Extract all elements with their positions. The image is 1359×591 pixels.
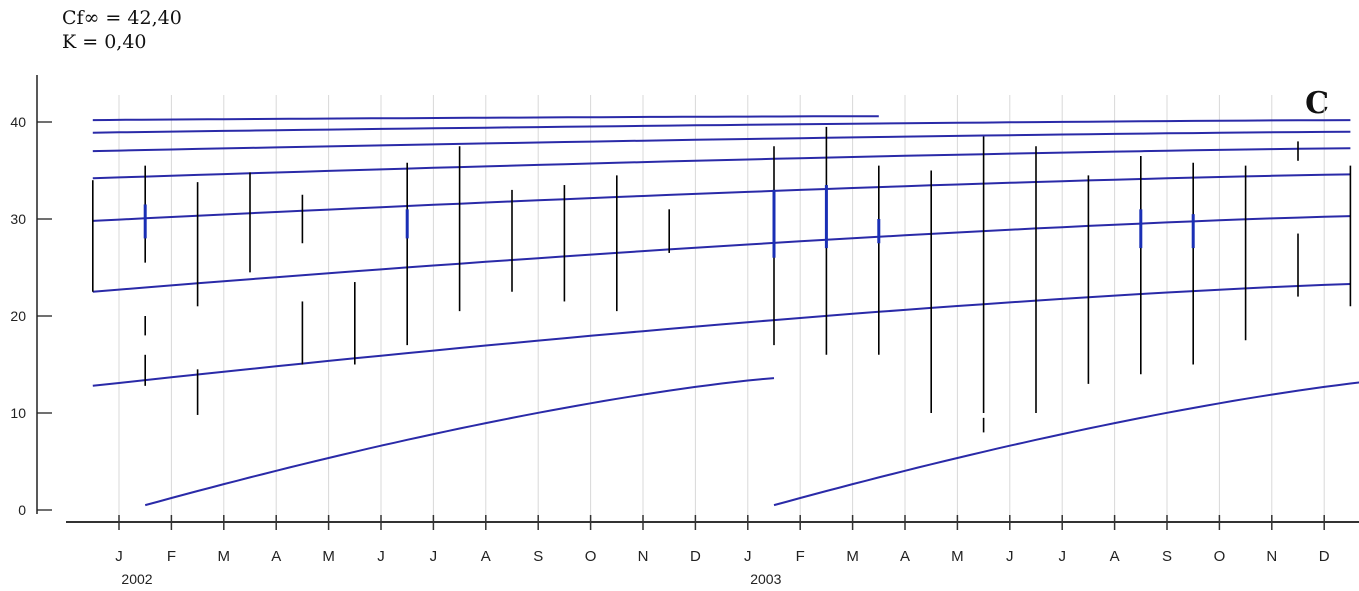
month-label: M (322, 548, 335, 565)
month-label: D (1319, 548, 1330, 565)
month-label: S (533, 548, 543, 565)
month-label: A (900, 548, 910, 565)
month-label: S (1162, 548, 1172, 565)
panel-label: C (1305, 86, 1329, 121)
month-label: O (585, 548, 597, 565)
month-label: F (796, 548, 805, 565)
growth-curve (92, 283, 1351, 387)
k-label: K = 0,40 (62, 31, 147, 53)
growth-curve (92, 130, 1351, 153)
growth-curves (92, 115, 1359, 507)
month-label: N (638, 548, 649, 565)
y-tick-label: 40 (10, 114, 26, 130)
y-tick-label: 0 (18, 502, 26, 518)
axes (36, 75, 1359, 523)
observation-ranges (92, 126, 1352, 433)
month-label: A (481, 548, 491, 565)
y-tick-label: 20 (10, 308, 26, 324)
month-label: A (271, 548, 281, 565)
year-label: 2002 (121, 571, 152, 587)
month-label: J (377, 548, 385, 565)
x-ticks: J F M A M J J A S O N D J F M A M J J A S O N D 2002 2003 (115, 515, 1330, 587)
month-label: O (1214, 548, 1226, 565)
month-label: F (167, 548, 176, 565)
month-label: N (1266, 548, 1277, 565)
month-label: J (744, 548, 752, 565)
month-label: J (1058, 548, 1066, 565)
growth-curve (92, 147, 1351, 180)
month-label: J (115, 548, 123, 565)
growth-curve (92, 115, 879, 122)
month-label: J (1006, 548, 1014, 565)
month-label: M (951, 548, 964, 565)
growth-curve (144, 377, 775, 507)
y-ticks: 0 10 20 30 40 (10, 114, 52, 518)
growth-curve (92, 119, 1351, 134)
month-label: A (1110, 548, 1120, 565)
month-label: M (218, 548, 231, 565)
gridlines (118, 95, 1325, 518)
growth-curve (773, 381, 1359, 507)
y-tick-label: 30 (10, 211, 26, 227)
growth-curve (92, 173, 1351, 222)
growth-curve (92, 215, 1351, 293)
month-label: D (690, 548, 701, 565)
blue-marks (143, 185, 1195, 258)
year-label: 2003 (750, 571, 781, 587)
month-label: J (430, 548, 438, 565)
cf-infinity-label: Cf∞ = 42,40 (62, 7, 182, 29)
y-tick-label: 10 (10, 405, 26, 421)
parameters-text: Cf∞ = 42,40 K = 0,40 (62, 6, 182, 54)
month-label: M (846, 548, 859, 565)
